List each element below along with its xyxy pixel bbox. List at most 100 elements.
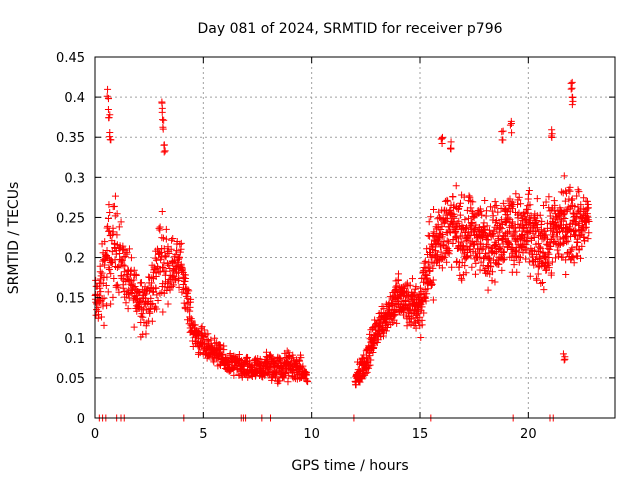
data-point: [162, 235, 170, 243]
data-point: [302, 368, 310, 376]
data-point: [443, 258, 451, 266]
data-point: [540, 286, 548, 294]
data-point: [363, 353, 371, 361]
data-point: [545, 260, 553, 268]
data-point: [430, 206, 438, 214]
data-point: [439, 230, 447, 238]
data-point: [173, 258, 181, 266]
data-point: [421, 293, 429, 301]
data-point: [542, 198, 550, 206]
data-point: [491, 278, 499, 286]
data-point: [547, 269, 555, 277]
data-point: [106, 111, 114, 119]
data-point: [532, 275, 540, 283]
data-point: [483, 222, 491, 230]
data-point: [455, 217, 463, 225]
data-point: [184, 286, 192, 294]
data-point: [188, 317, 196, 325]
data-point: [490, 229, 498, 237]
data-point: [468, 263, 476, 271]
data-point: [162, 267, 170, 275]
data-point: [567, 232, 575, 240]
data-point: [159, 123, 167, 131]
data-point: [480, 219, 488, 227]
data-point: [147, 304, 155, 312]
data-point: [462, 269, 470, 277]
data-point: [545, 253, 553, 261]
data-point: [573, 192, 581, 200]
data-point: [515, 258, 523, 266]
data-point: [493, 216, 501, 224]
data-point: [523, 233, 531, 241]
data-point: [531, 246, 539, 254]
data-point: [160, 148, 168, 156]
data-point: [450, 214, 458, 222]
data-point: [159, 264, 167, 272]
data-point: [564, 226, 572, 234]
data-point: [433, 251, 441, 259]
data-point: [571, 218, 579, 226]
data-point: [561, 197, 569, 205]
chart-title: Day 081 of 2024, SRMTID for receiver p79…: [197, 21, 502, 37]
data-point: [104, 222, 112, 230]
data-point: [503, 211, 511, 219]
data-point: [101, 261, 109, 269]
data-point: [183, 300, 191, 308]
data-point: [542, 231, 550, 239]
data-point: [268, 376, 276, 384]
data-point: [426, 263, 434, 271]
y-tick-label: 0.05: [56, 372, 85, 387]
data-point: [548, 133, 556, 141]
data-point: [560, 356, 568, 364]
data-point: [100, 321, 108, 329]
data-point: [123, 248, 131, 256]
data-point: [499, 256, 507, 264]
data-point: [105, 114, 113, 122]
data-point: [444, 248, 452, 256]
data-point: [432, 225, 440, 233]
data-point: [382, 327, 390, 335]
data-point: [143, 319, 151, 327]
data-point: [105, 227, 113, 235]
data-point: [187, 298, 195, 306]
data-point: [109, 224, 117, 232]
data-point: [568, 101, 576, 109]
data-point: [524, 190, 532, 198]
data-point: [496, 228, 504, 236]
y-tick-label: 0: [77, 412, 85, 427]
data-point: [196, 349, 204, 357]
data-point: [534, 240, 542, 248]
data-point: [131, 283, 139, 291]
ticks-layer: 0 0.05 0.1 0.15 0.2 0.25 0.3 0.35 0.4 0.45 0 5 10 15 2…: [56, 51, 615, 442]
data-point: [423, 290, 431, 298]
data-point: [472, 221, 480, 229]
data-point: [535, 254, 543, 262]
data-point: [98, 313, 106, 321]
data-point: [234, 354, 242, 362]
data-point: [517, 200, 525, 208]
data-point: [425, 218, 433, 226]
data-point: [185, 287, 193, 295]
data-point: [492, 218, 500, 226]
data-point: [132, 271, 140, 279]
data-point: [484, 267, 492, 275]
data-point: [578, 242, 586, 250]
x-axis-title: GPS time / hours: [291, 458, 408, 474]
data-point: [555, 241, 563, 249]
data-point: [358, 375, 366, 383]
data-point: [437, 135, 445, 143]
data-point: [491, 203, 499, 211]
data-point: [542, 240, 550, 248]
data-point: [420, 309, 428, 317]
data-point: [168, 236, 176, 244]
data-point: [119, 261, 127, 269]
data-point: [107, 270, 115, 278]
data-point: [106, 209, 114, 217]
data-point: [497, 223, 505, 231]
data-point: [553, 246, 561, 254]
data-point: [110, 274, 118, 282]
data-point: [160, 259, 168, 267]
data-point: [492, 241, 500, 249]
data-point: [182, 275, 190, 283]
data-point: [159, 308, 167, 316]
